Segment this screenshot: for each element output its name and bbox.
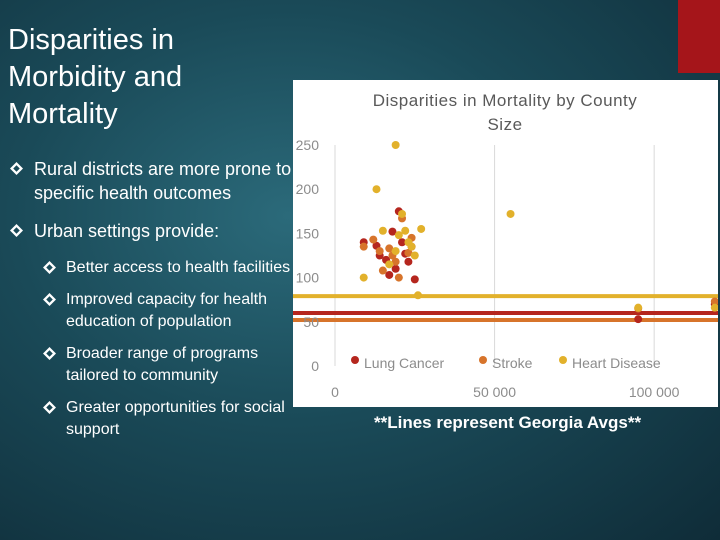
data-point: [394, 231, 403, 240]
axis-ticks: 0 50 100 150 200 250 0 50 000 100 000: [296, 137, 680, 400]
diamond-bullet-icon: [43, 293, 56, 306]
sub-bullet-support: Greater opportunities for social support: [10, 397, 310, 441]
data-points: [359, 141, 719, 324]
legend-marker: [479, 356, 487, 364]
data-point: [410, 251, 419, 260]
diamond-bullet-icon: [43, 401, 56, 414]
data-point: [388, 227, 397, 236]
sub-bullet-text: Broader range of programs tailored to co…: [66, 345, 259, 384]
y-tick-label: 0: [311, 358, 319, 374]
bullet-text: Rural districts are more prone to specif…: [34, 159, 292, 203]
bullet-list: Rural districts are more prone to specif…: [10, 157, 310, 451]
chart-title-line: Disparities in Mortality by County: [373, 91, 638, 110]
y-tick-label: 150: [296, 225, 320, 241]
data-point: [506, 209, 515, 218]
sub-bullet-programs: Broader range of programs tailored to co…: [10, 343, 310, 387]
data-point: [391, 257, 400, 266]
diamond-bullet-icon: [10, 224, 23, 237]
legend-label: Lung Cancer: [364, 355, 445, 371]
bullet-text: Urban settings provide:: [34, 221, 220, 241]
bullet-rural: Rural districts are more prone to specif…: [10, 157, 310, 205]
diamond-bullet-icon: [10, 162, 23, 175]
data-point: [391, 141, 400, 149]
sub-bullet-text: Improved capacity for health education o…: [66, 291, 267, 330]
data-point: [394, 273, 403, 282]
data-point: [634, 315, 643, 324]
legend-marker: [351, 356, 359, 364]
data-point: [401, 226, 410, 235]
data-point: [385, 270, 394, 279]
data-point: [391, 247, 400, 256]
data-point: [369, 235, 378, 244]
y-tick-label: 200: [296, 181, 320, 197]
data-point: [385, 260, 394, 269]
data-point: [710, 297, 719, 306]
y-tick-label: 100: [296, 270, 320, 286]
data-point: [710, 303, 719, 312]
x-tick-label: 0: [331, 384, 339, 400]
scatter-chart: Disparities in Mortality by County Size 0…: [293, 91, 719, 400]
legend-marker: [559, 356, 567, 364]
accent-bar: [678, 0, 720, 73]
chart-title: Disparities in Mortality by County Size: [373, 91, 638, 134]
slide-title: Disparities in Morbidity and Mortality: [8, 24, 183, 130]
data-point: [417, 224, 426, 233]
y-tick-label: 50: [303, 314, 319, 330]
chart-footnote: **Lines represent Georgia Avgs**: [374, 413, 642, 432]
data-point: [398, 209, 407, 218]
data-point: [404, 257, 413, 266]
data-point: [410, 275, 419, 284]
data-point: [407, 242, 416, 251]
legend-label: Heart Disease: [572, 355, 661, 371]
data-point: [385, 244, 394, 253]
data-point: [375, 247, 384, 256]
legend: Lung Cancer Stroke Heart Disease: [351, 355, 661, 371]
diamond-bullet-icon: [43, 261, 56, 274]
sub-bullet-text: Better access to health facilities: [66, 259, 291, 276]
x-tick-label: 50 000: [473, 384, 516, 400]
data-point: [398, 238, 407, 247]
data-point: [378, 226, 387, 235]
data-point: [359, 242, 368, 251]
data-point: [378, 266, 387, 275]
bullet-urban: Urban settings provide:: [10, 219, 310, 243]
y-tick-label: 250: [296, 137, 320, 153]
sub-bullet-education: Improved capacity for health education o…: [10, 289, 310, 333]
average-lines: [293, 294, 718, 323]
data-point: [372, 185, 381, 194]
data-point: [413, 291, 422, 300]
sub-bullet-access: Better access to health facilities: [10, 257, 310, 279]
legend-label: Stroke: [492, 355, 533, 371]
data-point: [391, 264, 400, 273]
sub-bullet-text: Greater opportunities for social support: [66, 399, 285, 438]
grid-layer: [334, 145, 655, 366]
chart-panel[interactable]: Disparities in Mortality by County Size 0…: [293, 80, 719, 407]
chart-title-line: Size: [487, 115, 522, 134]
data-point: [634, 303, 643, 312]
x-tick-label: 100 000: [629, 384, 680, 400]
diamond-bullet-icon: [43, 347, 56, 360]
data-point: [359, 273, 368, 282]
data-point: [404, 248, 413, 257]
